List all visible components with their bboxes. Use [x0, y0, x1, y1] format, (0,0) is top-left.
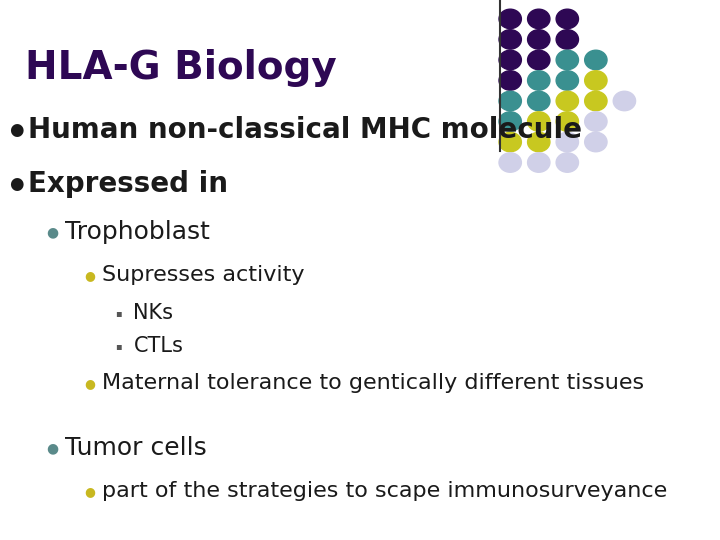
Text: Tumor cells: Tumor cells: [66, 436, 207, 460]
Circle shape: [528, 30, 550, 49]
Circle shape: [556, 91, 578, 111]
Circle shape: [585, 132, 607, 152]
Text: part of the strategies to scape immunosurveyance: part of the strategies to scape immunosu…: [102, 481, 667, 502]
Text: Trophoblast: Trophoblast: [66, 220, 210, 244]
Text: Expressed in: Expressed in: [28, 170, 228, 198]
Text: Supresses activity: Supresses activity: [102, 265, 305, 286]
Text: ●: ●: [9, 120, 24, 139]
Text: NKs: NKs: [133, 303, 174, 323]
Circle shape: [556, 50, 578, 70]
Text: ●: ●: [47, 441, 58, 455]
Circle shape: [528, 71, 550, 90]
Circle shape: [499, 91, 521, 111]
Circle shape: [585, 50, 607, 70]
Text: Human non-classical MHC molecule: Human non-classical MHC molecule: [28, 116, 582, 144]
Circle shape: [528, 153, 550, 172]
Circle shape: [499, 9, 521, 29]
Circle shape: [556, 9, 578, 29]
Circle shape: [499, 112, 521, 131]
Text: ●: ●: [9, 174, 24, 193]
Text: CTLs: CTLs: [133, 335, 184, 356]
Circle shape: [556, 153, 578, 172]
Circle shape: [528, 132, 550, 152]
Circle shape: [556, 132, 578, 152]
Text: HLA-G Biology: HLA-G Biology: [24, 49, 336, 86]
Text: ●: ●: [47, 225, 58, 239]
Circle shape: [499, 50, 521, 70]
Text: ●: ●: [84, 377, 94, 390]
Text: ●: ●: [84, 485, 94, 498]
Circle shape: [585, 71, 607, 90]
Circle shape: [585, 91, 607, 111]
Circle shape: [556, 112, 578, 131]
Circle shape: [556, 30, 578, 49]
Circle shape: [528, 91, 550, 111]
Circle shape: [613, 91, 636, 111]
Circle shape: [499, 71, 521, 90]
Circle shape: [528, 112, 550, 131]
Circle shape: [585, 112, 607, 131]
Circle shape: [528, 9, 550, 29]
Text: ●: ●: [84, 269, 94, 282]
Circle shape: [499, 132, 521, 152]
Circle shape: [499, 30, 521, 49]
Circle shape: [528, 50, 550, 70]
Circle shape: [499, 153, 521, 172]
Text: Maternal tolerance to gentically different tissues: Maternal tolerance to gentically differe…: [102, 373, 644, 394]
Text: ▪: ▪: [114, 341, 122, 350]
Text: ▪: ▪: [114, 308, 122, 318]
Circle shape: [556, 71, 578, 90]
